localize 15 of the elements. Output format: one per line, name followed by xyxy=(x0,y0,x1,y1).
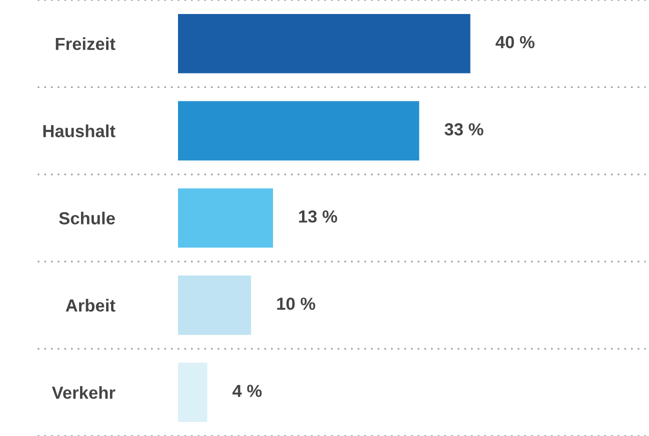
data-label: 4 % xyxy=(232,384,262,398)
bar xyxy=(178,14,470,74)
bar xyxy=(178,276,252,335)
y-tick-label: Freizeit xyxy=(56,37,116,50)
bar xyxy=(178,188,274,248)
data-label: 40 % xyxy=(496,36,534,48)
bar xyxy=(178,362,208,422)
data-label: 10 % xyxy=(277,298,316,310)
y-tick-label: Verkehr xyxy=(52,386,116,399)
bar xyxy=(178,101,420,160)
y-tick-label: Haushalt xyxy=(43,124,116,138)
y-tick-label: Schule xyxy=(59,212,115,224)
y-tick-label: Arbeit xyxy=(66,298,116,312)
data-label: 13 % xyxy=(299,210,338,223)
data-label: 33 % xyxy=(444,123,484,136)
